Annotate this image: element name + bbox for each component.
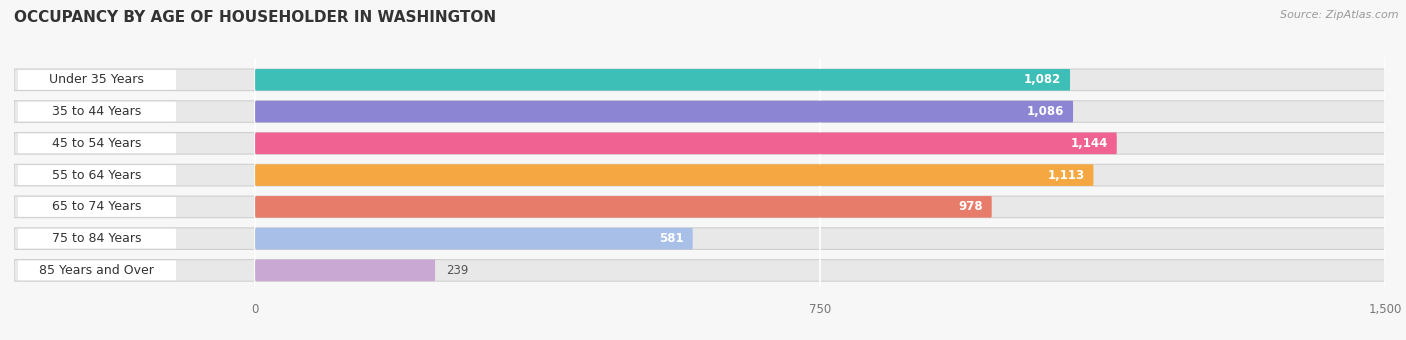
FancyBboxPatch shape xyxy=(14,228,1385,250)
FancyBboxPatch shape xyxy=(254,260,434,281)
Text: 581: 581 xyxy=(659,232,683,245)
Text: 978: 978 xyxy=(957,200,983,214)
FancyBboxPatch shape xyxy=(18,260,176,280)
FancyBboxPatch shape xyxy=(254,101,1073,122)
FancyBboxPatch shape xyxy=(14,260,1385,281)
FancyBboxPatch shape xyxy=(18,134,176,153)
Text: Under 35 Years: Under 35 Years xyxy=(49,73,145,86)
FancyBboxPatch shape xyxy=(254,69,1070,91)
Text: Source: ZipAtlas.com: Source: ZipAtlas.com xyxy=(1281,10,1399,20)
Text: 1,086: 1,086 xyxy=(1026,105,1064,118)
Text: 35 to 44 Years: 35 to 44 Years xyxy=(52,105,142,118)
FancyBboxPatch shape xyxy=(18,229,176,249)
FancyBboxPatch shape xyxy=(14,101,1385,122)
FancyBboxPatch shape xyxy=(18,165,176,185)
FancyBboxPatch shape xyxy=(254,196,991,218)
Text: 1,144: 1,144 xyxy=(1070,137,1108,150)
FancyBboxPatch shape xyxy=(18,70,176,90)
Text: 239: 239 xyxy=(447,264,468,277)
FancyBboxPatch shape xyxy=(14,196,1385,218)
FancyBboxPatch shape xyxy=(254,164,1094,186)
FancyBboxPatch shape xyxy=(18,102,176,121)
Text: 55 to 64 Years: 55 to 64 Years xyxy=(52,169,142,182)
FancyBboxPatch shape xyxy=(14,164,1385,186)
Text: 85 Years and Over: 85 Years and Over xyxy=(39,264,155,277)
Text: 1,082: 1,082 xyxy=(1024,73,1062,86)
FancyBboxPatch shape xyxy=(14,133,1385,154)
Text: 1,113: 1,113 xyxy=(1047,169,1084,182)
FancyBboxPatch shape xyxy=(254,228,693,250)
Text: 75 to 84 Years: 75 to 84 Years xyxy=(52,232,142,245)
Text: 45 to 54 Years: 45 to 54 Years xyxy=(52,137,142,150)
Text: OCCUPANCY BY AGE OF HOUSEHOLDER IN WASHINGTON: OCCUPANCY BY AGE OF HOUSEHOLDER IN WASHI… xyxy=(14,10,496,25)
Text: 65 to 74 Years: 65 to 74 Years xyxy=(52,200,142,214)
FancyBboxPatch shape xyxy=(254,133,1116,154)
FancyBboxPatch shape xyxy=(14,69,1385,91)
FancyBboxPatch shape xyxy=(18,197,176,217)
